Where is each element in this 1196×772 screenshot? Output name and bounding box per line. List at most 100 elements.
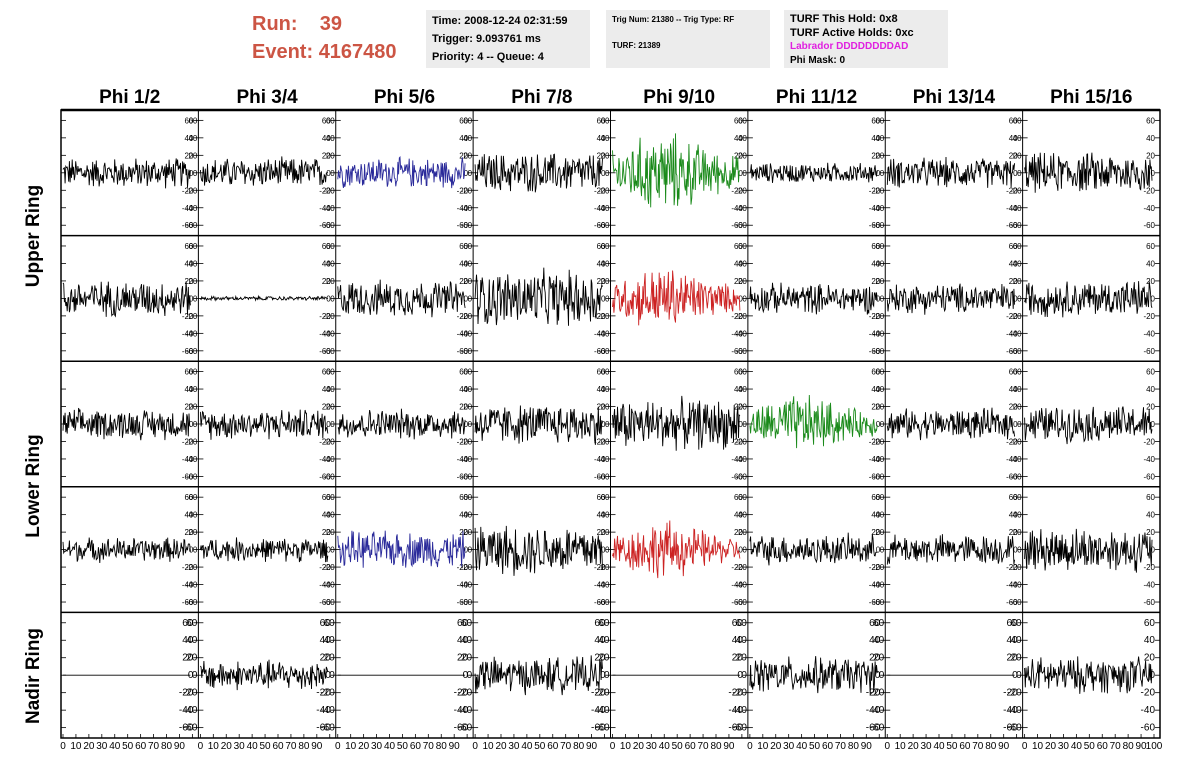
x-tick-label: 40 [796, 741, 808, 752]
y-tick-label: -20 [869, 186, 881, 195]
waveform-trace [62, 537, 191, 564]
y-tick-label: 60 [320, 618, 332, 629]
y-tick-label: -20 [461, 312, 473, 321]
y-tick-label: 60 [326, 368, 335, 377]
y-tick-label: 20 [734, 151, 743, 160]
y-tick-label: -40 [179, 705, 194, 716]
y-tick-label: -60 [869, 347, 881, 356]
run-event-box: Run: 39 Event: 4167480 [252, 10, 397, 66]
waveform-trace [337, 155, 466, 189]
y-tick-label: 60 [871, 242, 880, 251]
y-tick-label: 40 [597, 511, 606, 520]
y-tick-label: 0 [468, 420, 473, 429]
y-tick-label: 40 [459, 134, 468, 143]
y-tick-label: -60 [323, 598, 335, 607]
y-tick-label: 40 [459, 259, 468, 268]
waveform-panel: 60 40 20 0 -20 -40 -60 [61, 618, 199, 734]
y-tick-label: 20 [871, 277, 880, 286]
y-tick-label: 0 [738, 546, 743, 555]
y-tick-label: -40 [182, 581, 194, 590]
y-tick-label: 0 [1013, 294, 1018, 303]
y-tick-label: -40 [870, 705, 885, 716]
y-tick-label: -60 [869, 472, 881, 481]
run-value: 39 [319, 13, 343, 35]
y-tick-label: 40 [873, 635, 885, 646]
y-tick-label: 20 [1013, 277, 1022, 286]
y-tick-label: 0 [193, 546, 198, 555]
y-tick-label: -40 [869, 581, 881, 590]
y-tick-label: -20 [594, 437, 606, 446]
x-tick-label: 90 [311, 741, 323, 752]
event-label: Event: [252, 41, 314, 63]
y-tick-label: 20 [184, 151, 193, 160]
y-tick-label: 60 [1013, 368, 1022, 377]
y-tick-label: 40 [326, 511, 335, 520]
y-tick-label: 40 [324, 635, 336, 646]
x-tick-label: 90 [1136, 741, 1148, 752]
y-tick-label: 40 [1009, 385, 1018, 394]
y-tick-label: 0 [876, 169, 881, 178]
event-value: 4167480 [318, 41, 397, 63]
waveform-trace [1024, 406, 1153, 445]
turf-active-text: TURF Active Holds: 0xc [790, 27, 914, 39]
y-tick-label: -60 [1010, 598, 1022, 607]
y-tick-label: 60 [186, 618, 198, 629]
waveform-trace [474, 267, 603, 326]
turf-info-box: TURF This Hold: 0x8 TURF Active Holds: 0… [784, 10, 948, 68]
y-tick-label: -20 [873, 563, 885, 572]
y-tick-label: 0 [468, 294, 473, 303]
waveform-trace [749, 656, 878, 695]
x-tick-label: 70 [560, 741, 572, 752]
x-tick-label: 40 [384, 741, 396, 752]
y-tick-label: 60 [322, 242, 331, 251]
x-tick-label: 40 [1071, 741, 1083, 752]
x-tick-label: 30 [783, 741, 795, 752]
y-tick-label: -60 [186, 221, 198, 230]
y-tick-label: 20 [1013, 528, 1022, 537]
y-tick-label: 40 [597, 385, 606, 394]
waveform-trace [886, 283, 1016, 315]
y-tick-label: -60 [319, 472, 331, 481]
y-tick-label: 20 [322, 277, 331, 286]
y-tick-label: 0 [189, 420, 194, 429]
y-tick-label: -40 [182, 329, 194, 338]
y-tick-label: -20 [323, 186, 335, 195]
y-tick-label: 0 [330, 546, 335, 555]
y-tick-label: -60 [323, 221, 335, 230]
y-tick-label: -20 [728, 688, 743, 699]
y-tick-label: -40 [186, 204, 198, 213]
y-tick-label: 0 [1151, 420, 1156, 429]
y-tick-label: -40 [598, 455, 610, 464]
y-tick-label: -40 [186, 581, 198, 590]
y-tick-label: -20 [1143, 563, 1155, 572]
y-tick-label: 60 [461, 618, 473, 629]
x-tick-label: 90 [998, 741, 1010, 752]
y-tick-label: -20 [735, 312, 747, 321]
y-tick-label: -40 [320, 705, 335, 716]
y-tick-label: 0 [604, 670, 610, 681]
waveform-trace [62, 281, 191, 318]
x-tick-label: 0 [335, 741, 341, 752]
y-tick-label: -60 [183, 723, 198, 734]
y-tick-label: -20 [1006, 563, 1018, 572]
y-tick-label: -20 [1010, 563, 1022, 572]
y-tick-label: 20 [1013, 403, 1022, 412]
waveform-trace [1024, 281, 1153, 318]
y-tick-label: 0 [1149, 670, 1155, 681]
y-tick-label: 40 [182, 635, 194, 646]
y-tick-label: 40 [1146, 259, 1155, 268]
y-tick-label: -40 [869, 204, 881, 213]
x-tick-label: 80 [848, 741, 860, 752]
y-tick-label: -40 [1006, 581, 1018, 590]
y-tick-label: -20 [1143, 312, 1155, 321]
y-tick-label: -60 [1143, 347, 1155, 356]
y-tick-label: 60 [1146, 116, 1155, 125]
y-tick-label: -20 [1006, 186, 1018, 195]
y-tick-label: 20 [188, 403, 197, 412]
y-tick-label: 40 [875, 511, 884, 520]
y-tick-label: 40 [322, 134, 331, 143]
